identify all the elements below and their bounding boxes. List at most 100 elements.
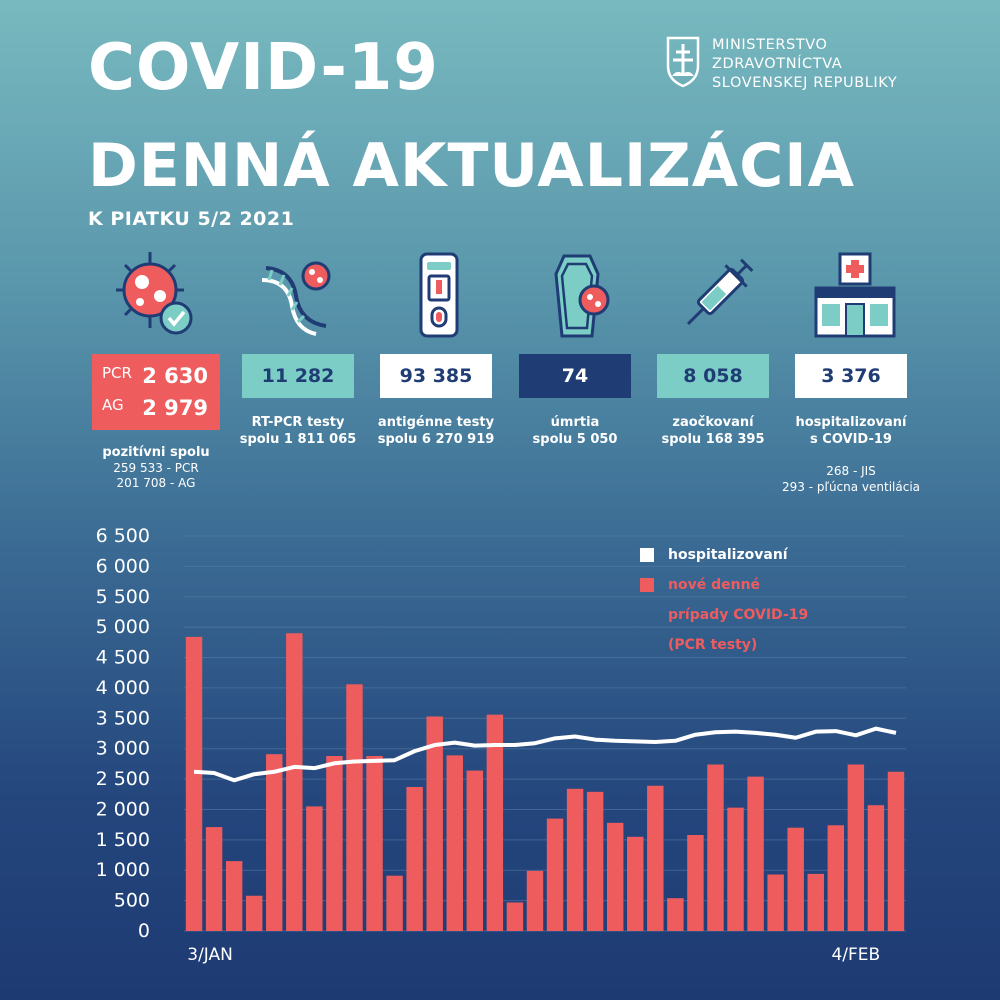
- deaths-label: úmrtia spolu 5 050: [500, 414, 650, 448]
- case-bar: [346, 684, 363, 931]
- rtpcr-value: 11 282: [242, 354, 354, 398]
- hospitalized-value: 3 376: [795, 354, 907, 398]
- hospitalized-line-group: [193, 726, 897, 783]
- y-tick-label: 6 000: [96, 555, 150, 577]
- case-bar: [867, 805, 885, 931]
- case-bar: [606, 822, 624, 931]
- pcr-label: PCR: [102, 364, 132, 382]
- deaths-label-1: úmrtia: [550, 415, 600, 430]
- positive-total-pcr: 259 533 - PCR: [113, 461, 199, 475]
- case-bar: [727, 807, 744, 931]
- legend-cases-label-3: (PCR testy): [668, 637, 758, 653]
- case-bar: [386, 875, 403, 931]
- y-tick-label: 4 500: [96, 647, 150, 669]
- hospitalized-label: hospitalizovaní s COVID-19: [776, 414, 926, 448]
- cases-hospitalized-chart: 0 500 1 000 1 500 2 000 2 500 3 000 3 500 4 000 4…: [96, 525, 906, 965]
- case-bar: [286, 633, 303, 931]
- case-bar: [245, 895, 263, 931]
- case-bar: [366, 755, 383, 931]
- ministry-line-2: ZDRAVOTNÍCTVA: [712, 56, 843, 72]
- case-bar: [185, 636, 203, 931]
- syringe-icon: [686, 258, 754, 326]
- case-bar: [627, 836, 644, 931]
- case-bar: [647, 785, 664, 931]
- antigen-label: antigénne testy spolu 6 270 919: [361, 414, 511, 448]
- legend-cases-label-1: nové denné: [668, 577, 761, 593]
- case-bar: [506, 902, 524, 931]
- y-tick-label: 1 500: [96, 829, 150, 851]
- y-tick-label: 0: [138, 920, 150, 942]
- case-bar: [807, 873, 824, 931]
- dna-virus-icon: [261, 261, 331, 336]
- antigen-label-1: antigénne testy: [377, 415, 495, 430]
- y-axis-ticks: 0 500 1 000 1 500 2 000 2 500 3 000 3 500 4 000 4…: [96, 525, 150, 942]
- y-tick-label: 500: [114, 890, 150, 912]
- title-line-2: DENNÁ AKTUALIZÁCIA: [88, 131, 856, 201]
- case-bar: [466, 770, 484, 931]
- vaccinated-label: zaočkovaní spolu 168 395: [638, 414, 788, 448]
- ag-label: AG: [102, 396, 124, 414]
- cases-bars: [185, 633, 905, 931]
- legend-hosp-label: hospitalizovaní: [668, 547, 788, 563]
- y-tick-label: 6 500: [96, 525, 150, 547]
- case-bar: [586, 791, 604, 931]
- case-bar: [747, 776, 764, 931]
- x-tick-label: 3/JAN: [187, 945, 233, 965]
- positive-cases-box: PCR 2 630 AG 2 979: [92, 354, 220, 430]
- case-bar: [326, 755, 343, 931]
- title-line-1: COVID-19: [88, 31, 439, 105]
- chart-grid: [184, 535, 906, 932]
- case-bar: [406, 786, 423, 931]
- hospital-icon: [814, 252, 896, 338]
- rtpcr-label-1: RT-PCR testy: [251, 415, 345, 430]
- x-axis-ticks: 3/JAN 4/FEB: [187, 945, 880, 965]
- y-tick-label: 3 000: [96, 738, 150, 760]
- antigen-value: 93 385: [380, 354, 492, 398]
- case-bar: [205, 827, 223, 931]
- vaccinated-label-1: zaočkovaní: [672, 415, 754, 430]
- hospitalized-jis: 268 - JIS: [826, 464, 876, 478]
- case-bar: [446, 755, 463, 931]
- y-tick-label: 2 000: [96, 798, 150, 820]
- y-tick-label: 4 000: [96, 677, 150, 699]
- rtpcr-label: RT-PCR testy spolu 1 811 065: [223, 414, 373, 448]
- legend-cases-swatch: [640, 578, 654, 592]
- y-tick-label: 1 000: [96, 859, 150, 881]
- hospitalized-label-2: s COVID-19: [810, 432, 892, 447]
- ag-value: 2 979: [142, 396, 208, 420]
- legend-cases-label-2: prípady COVID-19: [668, 607, 809, 623]
- y-tick-label: 2 500: [96, 768, 150, 790]
- hospitalized-ventilation: 293 - pľúcna ventilácia: [781, 480, 921, 494]
- case-bar: [847, 764, 865, 931]
- positive-caption: pozitívni spolu: [102, 445, 210, 460]
- case-bar: [707, 764, 724, 931]
- antigen-test-icon: [419, 252, 459, 338]
- case-bar: [526, 870, 544, 931]
- case-bar: [827, 825, 845, 931]
- vaccinated-label-2: spolu 168 395: [661, 432, 765, 447]
- case-bar: [266, 754, 283, 931]
- case-bar: [306, 806, 323, 931]
- ministry-line-1: MINISTERSTVO: [712, 37, 828, 53]
- deaths-label-2: spolu 5 050: [532, 432, 618, 447]
- ministry-logo: MINISTERSTVO ZDRAVOTNÍCTVA SLOVENSKEJ RE…: [666, 36, 897, 93]
- hospitalized-label-1: hospitalizovaní: [795, 415, 907, 430]
- case-bar: [566, 788, 584, 931]
- y-tick-label: 3 500: [96, 707, 150, 729]
- case-bar: [667, 898, 684, 931]
- case-bar: [887, 771, 905, 931]
- case-bar: [546, 818, 564, 931]
- ministry-line-3: SLOVENSKEJ REPUBLIKY: [712, 75, 898, 91]
- x-tick-label: 4/FEB: [831, 945, 880, 965]
- antigen-label-2: spolu 6 270 919: [377, 432, 495, 447]
- deaths-value: 74: [519, 354, 631, 398]
- case-bar: [767, 874, 784, 931]
- case-bar: [486, 714, 504, 931]
- coat-of-arms-icon: [666, 36, 700, 88]
- rtpcr-label-2: spolu 1 811 065: [239, 432, 357, 447]
- virus-check-icon: [116, 252, 193, 335]
- chart-legend: hospitalizovaní nové denné prípady COVID…: [640, 540, 808, 660]
- coffin-virus-icon: [554, 254, 610, 338]
- y-tick-label: 5 000: [96, 616, 150, 638]
- case-bar: [787, 827, 804, 931]
